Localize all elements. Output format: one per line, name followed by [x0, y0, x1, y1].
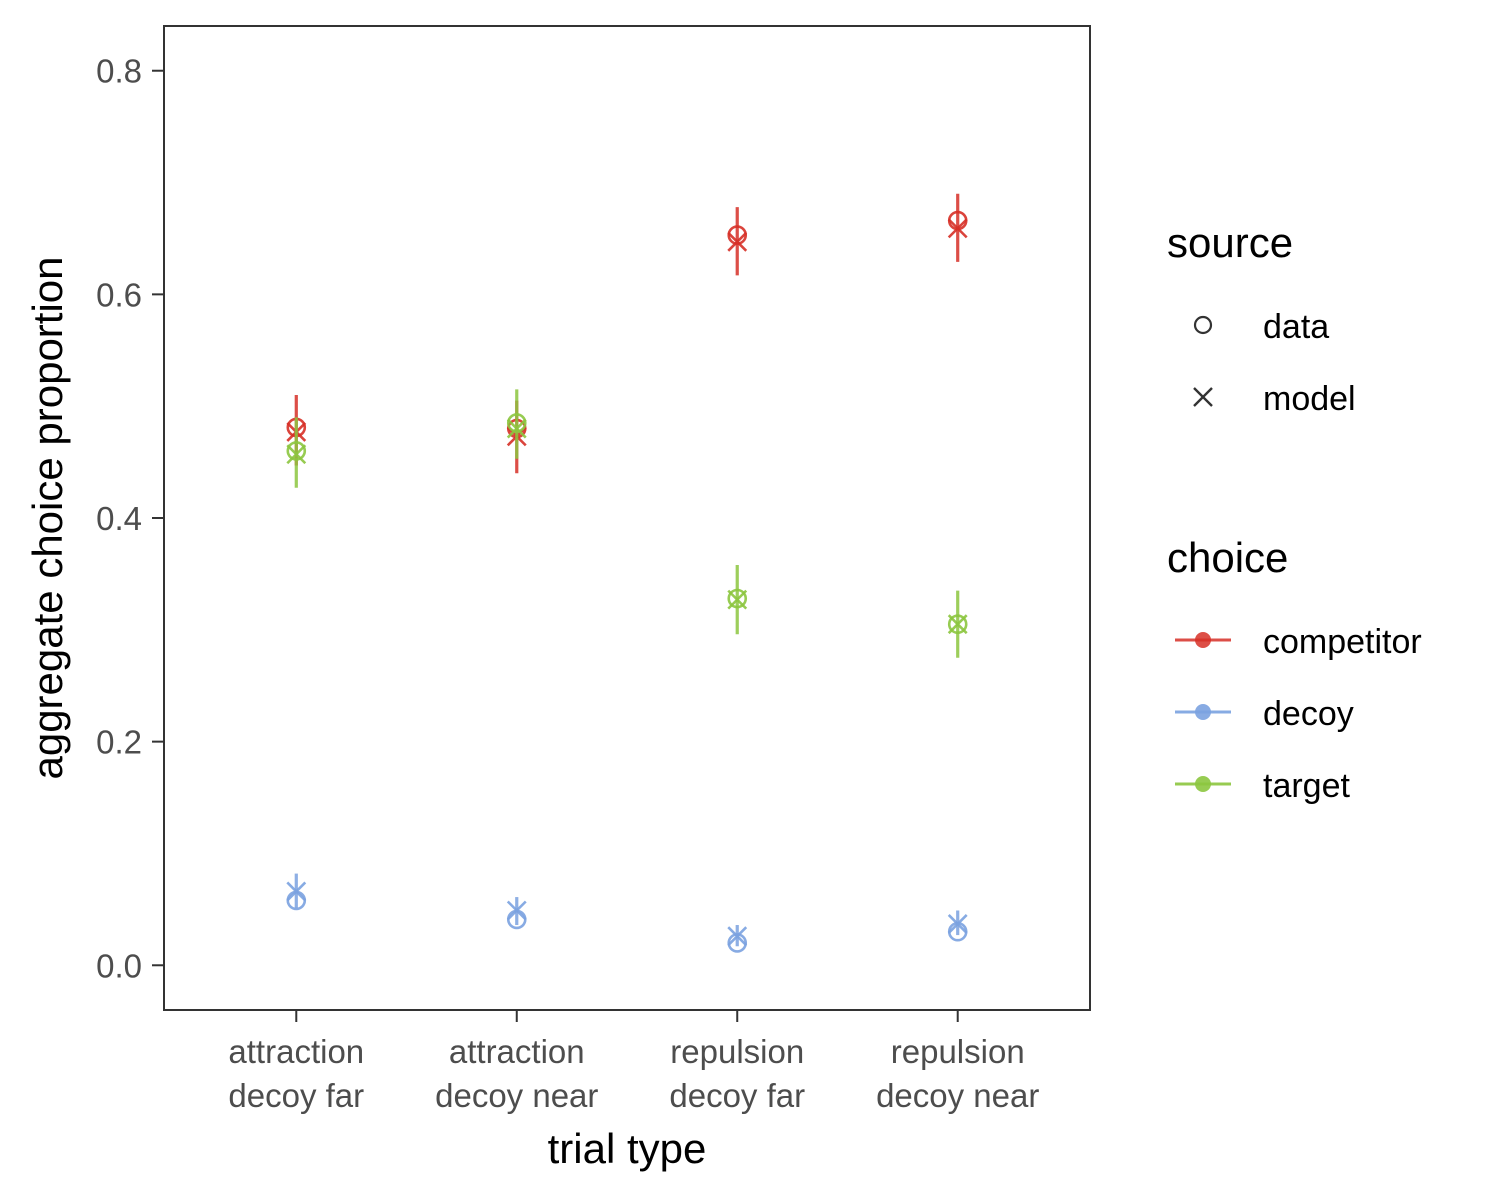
data-point — [506, 413, 527, 433]
x-tick-label: decoy near — [435, 1077, 598, 1114]
model-point — [727, 589, 748, 610]
y-axis-title: aggregate choice proportion — [24, 256, 71, 779]
data-marks — [286, 193, 968, 953]
legend-data-key-icon — [1193, 315, 1213, 335]
model-point — [286, 444, 307, 465]
data-point — [947, 614, 968, 635]
x-tick-label: decoy near — [876, 1077, 1039, 1114]
model-point — [947, 218, 968, 239]
y-tick-label: 0.0 — [96, 947, 142, 984]
legend-item-model: model — [1263, 380, 1356, 418]
legend-item-data: data — [1263, 308, 1329, 346]
x-tick-label: repulsion — [891, 1033, 1025, 1070]
legend-target-dot — [1195, 776, 1211, 792]
legend-model-key-icon — [1193, 387, 1213, 407]
model-point — [727, 926, 748, 947]
model-point — [727, 231, 748, 252]
legend-competitor-dot — [1195, 632, 1211, 648]
y-tick-label: 0.8 — [96, 53, 142, 90]
y-tick-label: 0.6 — [96, 276, 142, 313]
legend-choice-title: choice — [1167, 534, 1288, 581]
model-point — [506, 418, 527, 439]
x-axis: attraction decoy far attraction decoy near r… — [228, 1010, 1039, 1114]
x-tick-label: attraction — [449, 1033, 585, 1070]
legend-item-decoy: decoy — [1263, 695, 1354, 733]
model-point — [947, 614, 968, 635]
model-point — [506, 900, 527, 921]
legend-decoy-dot — [1195, 704, 1211, 720]
legend-choice: choice competitor decoy target — [1167, 534, 1422, 805]
model-point — [947, 913, 968, 934]
legend-item-competitor: competitor — [1263, 623, 1422, 661]
plot-background — [164, 26, 1090, 1010]
x-tick-label: repulsion — [670, 1033, 804, 1070]
x-axis-title: trial type — [548, 1125, 707, 1172]
legend-item-target: target — [1263, 767, 1350, 805]
data-point — [286, 441, 307, 461]
y-axis: 0.0 0.2 0.4 0.6 0.8 — [96, 53, 164, 984]
model-point — [286, 881, 307, 902]
x-tick-label: decoy far — [669, 1077, 805, 1114]
y-tick-label: 0.2 — [96, 724, 142, 761]
data-point — [727, 588, 748, 609]
x-tick-label: decoy far — [228, 1077, 364, 1114]
legend-source: source data model — [1167, 219, 1356, 418]
x-tick-label: attraction — [228, 1033, 364, 1070]
legend-source-title: source — [1167, 219, 1293, 266]
y-tick-label: 0.4 — [96, 500, 142, 537]
